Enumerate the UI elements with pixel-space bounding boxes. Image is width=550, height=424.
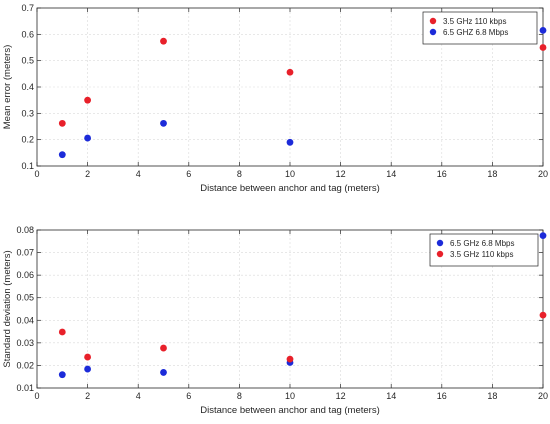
y-tick-label: 0.5 — [21, 56, 34, 66]
x-tick-label: 16 — [437, 169, 447, 179]
x-tick-label: 2 — [85, 391, 90, 401]
y-tick-label: 0.1 — [21, 161, 34, 171]
x-tick-label: 18 — [487, 391, 497, 401]
x-tick-label: 12 — [336, 391, 346, 401]
y-axis-label: Standard deviation (meters) — [2, 250, 13, 367]
data-point — [539, 44, 547, 51]
y-tick-label: 0.6 — [21, 29, 34, 39]
legend-label: 6.5 GHz 6.8 Mbps — [450, 239, 514, 248]
data-point — [539, 26, 547, 34]
x-tick-label: 10 — [285, 169, 295, 179]
y-tick-label: 0.2 — [21, 135, 34, 145]
x-tick-label: 0 — [34, 391, 39, 401]
data-point — [84, 353, 91, 361]
y-tick-label: 0.06 — [16, 270, 34, 280]
legend-label: 6.5 GHZ 6.8 Mbps — [443, 28, 508, 37]
y-tick-label: 0.02 — [16, 360, 34, 370]
y-tick-label: 0.7 — [21, 3, 34, 13]
x-tick-label: 8 — [237, 391, 242, 401]
legend-marker — [436, 250, 444, 258]
data-point — [160, 369, 167, 376]
data-point — [160, 37, 167, 45]
x-tick-label: 6 — [186, 169, 191, 179]
data-point — [58, 119, 66, 127]
y-tick-label: 0.4 — [21, 82, 34, 92]
data-point — [58, 371, 66, 379]
data-point — [160, 119, 167, 127]
x-tick-label: 20 — [538, 391, 548, 401]
legend-marker — [436, 239, 444, 247]
x-tick-label: 16 — [437, 391, 447, 401]
legend-box — [429, 233, 539, 267]
x-tick-label: 18 — [487, 169, 497, 179]
legend-label: 3.5 GHz 110 kbps — [450, 250, 513, 259]
data-point — [58, 151, 66, 159]
x-tick-label: 20 — [538, 169, 548, 179]
y-tick-label: 0.3 — [21, 108, 34, 118]
data-point — [84, 365, 91, 373]
y-tick-label: 0.05 — [16, 293, 34, 303]
y-tick-label: 0.03 — [16, 338, 34, 348]
legend-box — [422, 11, 538, 45]
x-tick-label: 10 — [285, 391, 295, 401]
x-tick-label: 0 — [34, 169, 39, 179]
data-point — [84, 96, 91, 104]
legend-marker — [429, 17, 437, 25]
standard-deviation-chart: 0 2 4 6 8 10 12 14 16 18 20 0.01 0.02 0.03 0.04 0.05 0.0… — [2, 225, 548, 416]
data-point — [286, 138, 294, 146]
data-point — [286, 68, 294, 76]
y-tick-label: 0.08 — [16, 225, 34, 235]
data-point — [286, 355, 294, 363]
x-tick-label: 12 — [336, 169, 346, 179]
x-axis-label: Distance between anchor and tag (meters) — [200, 183, 380, 194]
y-tick-label: 0.01 — [16, 383, 34, 393]
x-tick-label: 8 — [237, 169, 242, 179]
x-tick-label: 2 — [85, 169, 90, 179]
x-axis-label: Distance between anchor and tag (meters) — [200, 405, 380, 416]
data-point — [539, 232, 547, 240]
x-tick-label: 6 — [186, 391, 191, 401]
x-tick-label: 14 — [386, 391, 396, 401]
x-tick-label: 14 — [386, 169, 396, 179]
legend-label: 3.5 GHz 110 kbps — [443, 17, 506, 26]
y-tick-label: 0.04 — [16, 315, 34, 325]
x-tick-label: 4 — [136, 169, 141, 179]
y-axis-label: Mean error (meters) — [2, 45, 13, 129]
legend-marker — [429, 28, 437, 36]
data-point — [84, 134, 91, 142]
data-point — [539, 311, 547, 319]
mean-error-chart: 0 2 4 6 8 10 12 14 16 18 20 0.1 0.2 0.3 0.4 0.5 0.6 0.7 Di… — [2, 3, 548, 194]
x-tick-label: 4 — [136, 391, 141, 401]
y-tick-label: 0.07 — [16, 248, 34, 258]
data-point — [58, 328, 66, 336]
data-point — [160, 344, 167, 352]
